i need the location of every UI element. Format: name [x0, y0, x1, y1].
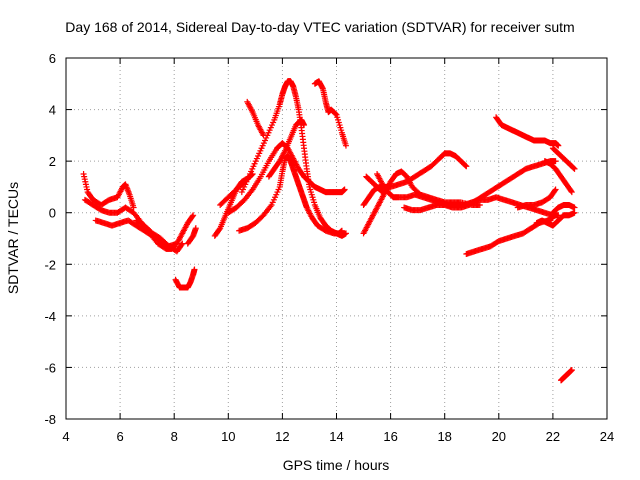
x-tick-label: 18	[437, 429, 451, 444]
x-tick-label: 6	[116, 429, 123, 444]
series-arc-23	[541, 158, 575, 196]
data-point	[332, 110, 339, 117]
data-point	[549, 214, 556, 221]
data-point	[568, 189, 575, 196]
data-marks	[80, 78, 578, 384]
y-axis-ticks: -8 -6 -4 -2 0 2 4 6	[44, 51, 607, 427]
x-tick-label: 16	[383, 429, 397, 444]
x-tick-label: 12	[275, 429, 289, 444]
series-arc-12	[265, 116, 308, 180]
x-tick-label: 14	[329, 429, 343, 444]
data-point	[552, 158, 559, 165]
data-point	[189, 213, 196, 220]
series-arc-5	[172, 266, 198, 291]
series-arc-15	[360, 150, 470, 208]
grid-lines	[66, 58, 607, 419]
data-point	[571, 165, 578, 172]
data-point	[342, 142, 349, 149]
y-tick-label: 2	[49, 154, 56, 169]
data-point	[462, 162, 469, 169]
data-point	[551, 187, 558, 194]
x-tick-label: 4	[62, 429, 69, 444]
data-point	[476, 201, 483, 208]
series-arc-21	[493, 114, 562, 149]
data-point	[555, 142, 562, 149]
x-tick-label: 10	[221, 429, 235, 444]
y-tick-label: 4	[49, 103, 56, 118]
series-arc-1	[80, 171, 137, 211]
series-arc-11	[238, 78, 349, 239]
x-tick-label: 20	[492, 429, 506, 444]
data-point	[570, 165, 577, 172]
y-tick-label: -4	[44, 309, 56, 324]
series-arc-14	[311, 78, 349, 149]
y-tick-label: -2	[44, 257, 56, 272]
series-arc-13	[244, 98, 267, 139]
data-point	[342, 230, 349, 237]
x-tick-label: 22	[546, 429, 560, 444]
data-point	[192, 225, 199, 232]
series-arc-18	[374, 171, 562, 219]
data-point	[260, 132, 267, 139]
series-arc-25	[549, 201, 578, 216]
data-point	[552, 186, 559, 193]
x-tick-label: 24	[600, 429, 614, 444]
x-axis-label: GPS time / hours	[283, 457, 390, 473]
series-arc-7	[211, 173, 253, 239]
series-arc-9	[225, 140, 348, 216]
series-arc-22	[549, 145, 578, 172]
series-arc-26	[533, 209, 578, 229]
data-point	[301, 122, 308, 129]
x-tick-label: 8	[171, 429, 178, 444]
chart-title: Day 168 of 2014, Sidereal Day-to-day VTE…	[65, 19, 574, 35]
data-point	[178, 241, 185, 248]
data-point	[463, 163, 470, 170]
data-point	[179, 240, 186, 247]
y-tick-label: 0	[49, 206, 56, 221]
data-point	[568, 367, 575, 374]
series-arc-4	[133, 212, 197, 250]
series-arc-17	[363, 173, 386, 196]
data-point	[379, 189, 386, 196]
data-point	[378, 188, 385, 195]
series-arc-27	[558, 367, 575, 384]
data-point	[190, 212, 197, 219]
data-point	[571, 204, 578, 211]
data-point	[130, 204, 137, 211]
series-arc-6	[184, 225, 199, 247]
series-arc-24	[514, 186, 559, 211]
data-point	[191, 266, 198, 273]
data-point	[571, 209, 578, 216]
x-axis-ticks: 4 6 8 10 12 14 16 18 20 22 24	[62, 58, 614, 444]
data-point	[568, 187, 575, 194]
y-tick-label: -6	[44, 360, 56, 375]
y-axis-label: SDTVAR / TECUs	[5, 182, 21, 294]
series-arc-19	[401, 158, 559, 214]
y-tick-label: 6	[49, 51, 56, 66]
data-point	[341, 186, 348, 193]
y-tick-label: -8	[44, 412, 56, 427]
